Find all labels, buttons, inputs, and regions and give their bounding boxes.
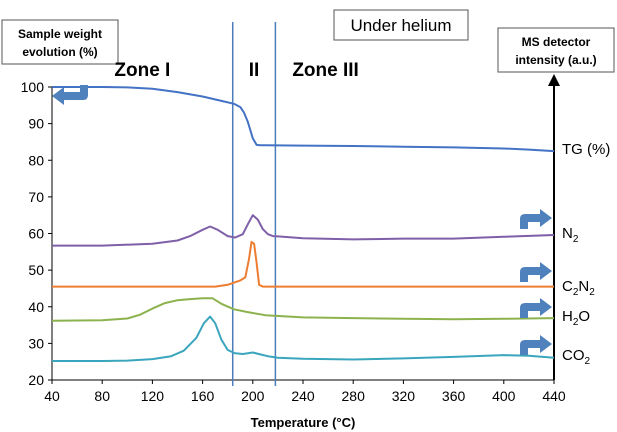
co2-axis-arrow-icon (520, 335, 552, 355)
series-line (52, 240, 554, 288)
series-label: N2 (562, 225, 579, 245)
left-y-axis-label-line2: evolution (%) (22, 45, 97, 59)
chart-title-text: Under helium (350, 16, 451, 35)
zone-label: II (249, 60, 260, 81)
series-label: C2N2 (562, 278, 595, 298)
y-tick-label: 20 (28, 372, 44, 388)
y-tick-label: 50 (28, 262, 44, 278)
right-y-axis-label-line2: intensity (a.u.) (515, 53, 596, 67)
series-line (52, 214, 555, 247)
x-tick-label: 240 (291, 388, 315, 404)
c2n2-axis-arrow-icon (520, 262, 552, 282)
x-tick-label: 360 (442, 388, 466, 404)
left-axis-arrow-icon (52, 85, 88, 105)
x-tick-label: 400 (492, 388, 516, 404)
x-tick-label: 200 (241, 388, 265, 404)
right-y-axis-label-line1: MS detector (522, 35, 591, 49)
zone-label: Zone III (292, 60, 359, 81)
right-y-axis-label-box (497, 27, 615, 73)
n2-axis-arrow-icon (520, 209, 552, 229)
y-tick-label: 60 (28, 226, 44, 242)
x-tick-label: 280 (342, 388, 366, 404)
x-tick-label: 40 (44, 388, 60, 404)
right-axis-arrowhead (548, 74, 560, 86)
y-tick-label: 40 (28, 299, 44, 315)
h2o-axis-arrow-icon (520, 298, 552, 318)
y-tick-label: 70 (28, 189, 44, 205)
y-tick-label: 80 (28, 152, 44, 168)
x-axis-label: Temperature (°C) (251, 415, 356, 430)
left-y-axis-label: Sample weight evolution (%) (1, 19, 119, 65)
series-line (52, 86, 555, 153)
x-tick-label: 160 (191, 388, 215, 404)
left-y-axis-label-line1: Sample weight (18, 27, 102, 41)
chart-title-box (333, 9, 469, 41)
series-line (51, 297, 555, 322)
right-y-axis-label: MS detector intensity (a.u.) (497, 27, 615, 73)
x-tick-label: 320 (392, 388, 416, 404)
chart-title: Under helium (333, 9, 469, 41)
x-tick-label: 80 (94, 388, 110, 404)
y-tick-label: 30 (28, 335, 44, 351)
x-tick-label: 440 (542, 388, 566, 404)
left-y-axis-label-box (1, 19, 119, 65)
series-label: H2O (562, 308, 590, 328)
y-tick-label: 100 (21, 79, 45, 95)
x-tick-label: 120 (141, 388, 165, 404)
zone-label: Zone I (114, 60, 170, 81)
y-tick-label: 90 (28, 116, 44, 132)
series-line (52, 315, 555, 362)
plot-area: 20 30 40 50 60 70 80 90 100 40 80 120 160 200 240 280 32… (21, 22, 610, 430)
series-label: TG (%) (562, 141, 610, 158)
series-label: CO2 (562, 347, 591, 367)
